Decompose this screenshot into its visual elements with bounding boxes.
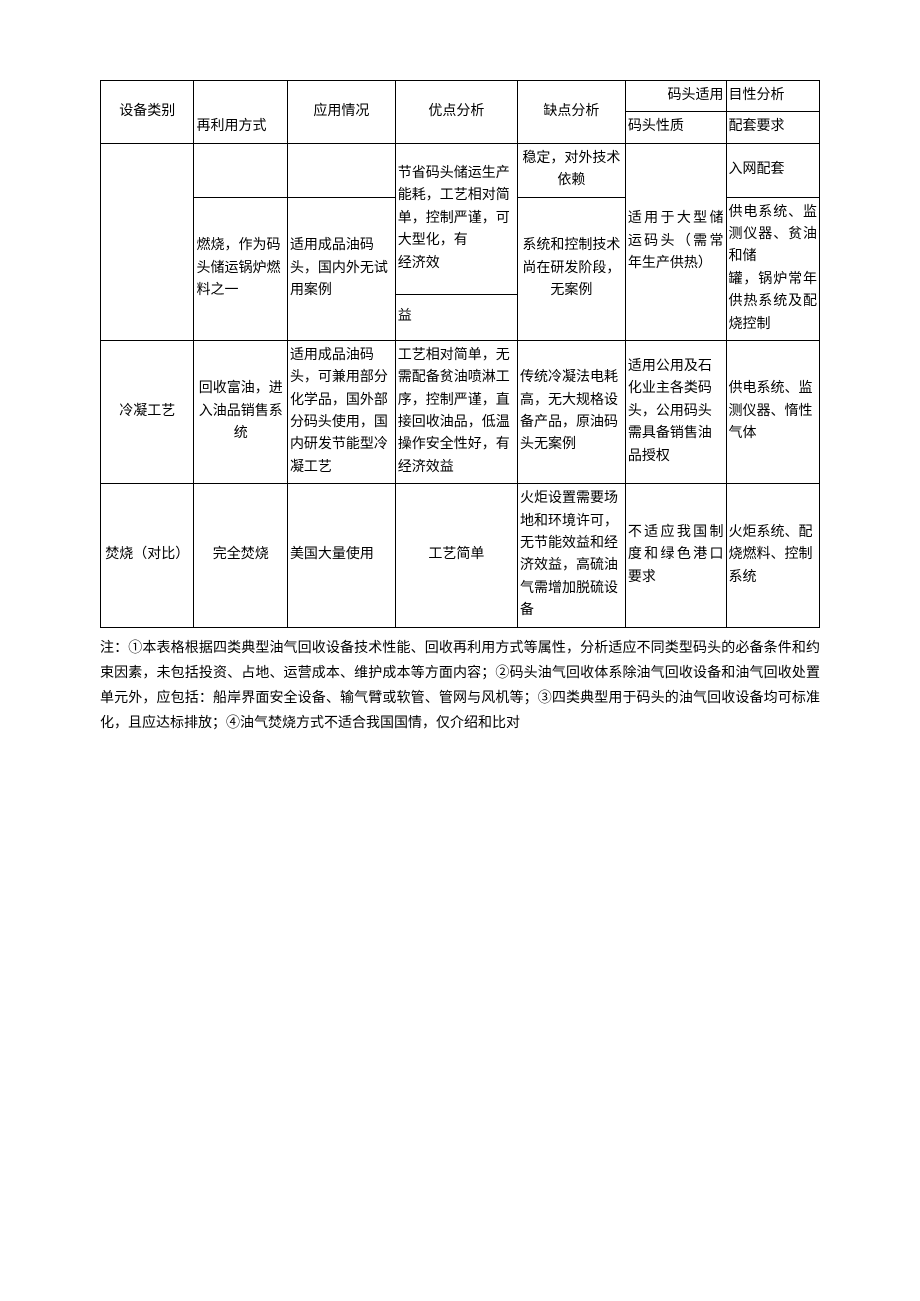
main-table: 设备类别 再利用方式 应用情况 优点分析 缺点分析 码头适用 目性分析 码头性质…	[100, 80, 820, 628]
cell: 燃烧，作为码头储运锅炉燃料之一	[194, 197, 287, 340]
header-col2: 应用情况	[287, 81, 395, 144]
table-note: 注：①本表格根据四类典型油气回收设备技术性能、回收再利用方式等属性，分析适应不同…	[100, 636, 820, 737]
cell: 美国大量使用	[287, 484, 395, 627]
header-col5: 码头性质	[625, 112, 726, 143]
header-col0: 设备类别	[101, 81, 194, 144]
cell: 焚烧（对比）	[101, 484, 194, 627]
cell: 入网配套	[726, 143, 820, 197]
cell: 适用成品油码头，可兼用部分化学品，国外部分码头使用，国内研发节能型冷凝工艺	[287, 340, 395, 483]
cell: 供电系统、监测仪器、贫油和储 罐，锅炉常年供热系统及配烧控制	[726, 197, 820, 340]
header-col3: 优点分析	[395, 81, 517, 144]
header-row-1: 设备类别 再利用方式 应用情况 优点分析 缺点分析 码头适用 目性分析	[101, 81, 820, 112]
cell: 不适应我国制度和绿色港口要求	[625, 484, 726, 627]
cell: 火炬设置需要场地和环境许可，无节能效益和经济效益，高硫油气需增加脱硫设备	[518, 484, 626, 627]
cell	[101, 143, 194, 340]
cell: 稳定，对外技术依赖	[518, 143, 626, 197]
cell: 传统冷凝法电耗高，无大规格设备产品，原油码头无案例	[518, 340, 626, 483]
cell: 供电系统、监测仪器、惰性气体	[726, 340, 820, 483]
header-col6: 配套要求	[726, 112, 820, 143]
cell: 节省码头储运生产能耗，工艺相对简单，控制严谨，可大型化，有 经济效	[395, 143, 517, 294]
cell: 工艺简单	[395, 484, 517, 627]
cell: 适用于大型储运码头（需常年生产供热）	[625, 143, 726, 340]
table-row: 冷凝工艺 回收富油，进入油品销售系统 适用成品油码头，可兼用部分化学品，国外部分…	[101, 340, 820, 483]
header-col4: 缺点分析	[518, 81, 626, 144]
cell	[287, 143, 395, 197]
header-col56-top: 码头适用	[625, 81, 726, 112]
header-col56-top-r: 目性分析	[726, 81, 820, 112]
cell: 完全焚烧	[194, 484, 287, 627]
cell: 适用成品油码头，国内外无试用案例	[287, 197, 395, 340]
cell: 系统和控制技术尚在研发阶段，无案例	[518, 197, 626, 340]
cell: 冷凝工艺	[101, 340, 194, 483]
header-col1: 再利用方式	[194, 81, 287, 144]
table-row: 焚烧（对比） 完全焚烧 美国大量使用 工艺简单 火炬设置需要场地和环境许可，无节…	[101, 484, 820, 627]
cell	[194, 143, 287, 197]
cell: 益	[395, 295, 517, 341]
cell: 适用公用及石化业主各类码头，公用码头需具备销售油品授权	[625, 340, 726, 483]
cell: 火炬系统、配烧燃料、控制系统	[726, 484, 820, 627]
cell: 工艺相对简单，无需配备贫油喷淋工序，控制严谨，直接回收油品，低温操作安全性好，有…	[395, 340, 517, 483]
table-row: 节省码头储运生产能耗，工艺相对简单，控制严谨，可大型化，有 经济效 稳定，对外技…	[101, 143, 820, 197]
cell: 回收富油，进入油品销售系统	[194, 340, 287, 483]
